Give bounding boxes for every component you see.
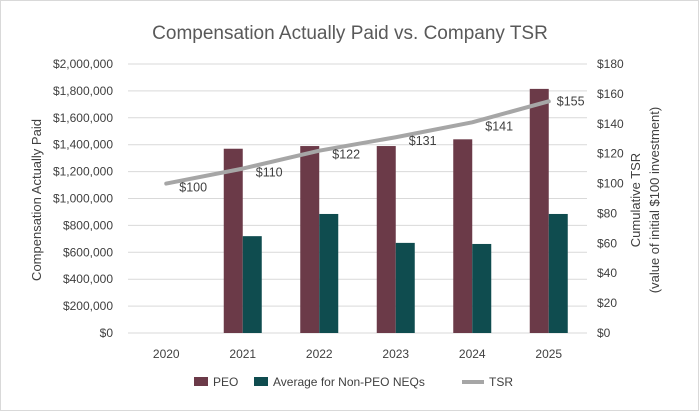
x-tick-label: 2021 (229, 347, 256, 361)
y-tick-label: $1,800,000 (53, 84, 113, 98)
legend-swatch (254, 377, 268, 386)
tsr-data-label: $141 (485, 119, 513, 133)
y2-tick-label: $80 (597, 206, 617, 220)
y-tick-label: $800,000 (63, 218, 113, 232)
tsr-data-label: $131 (409, 134, 437, 148)
y2-axis-title-line2: (value of initial $100 investment) (647, 107, 662, 293)
legend-label: PEO (213, 375, 238, 389)
y-tick-label: $2,000,000 (53, 57, 113, 71)
bar-non-peo-2021 (242, 236, 262, 333)
tsr-data-label: $155 (557, 94, 585, 108)
x-tick-label: 2022 (306, 347, 333, 361)
y-tick-label: $0 (100, 326, 114, 340)
gridlines (128, 63, 587, 334)
x-axis-ticks: 2020 2021 2022 2023 2024 2025 (153, 347, 563, 361)
y-tick-label: $1,400,000 (53, 138, 113, 152)
tsr-line (164, 99, 551, 186)
bar-peo-2024 (453, 139, 473, 333)
bars (223, 88, 568, 333)
y-axis-ticks: $0 $200,000 $400,000 $600,000 $800,000 $1,000… (53, 57, 113, 340)
bar-non-peo-2025 (548, 213, 568, 333)
y-tick-label: $600,000 (63, 245, 113, 259)
bar-peo-2022 (300, 146, 320, 333)
x-tick-label: 2025 (535, 347, 562, 361)
legend: PEO Average for Non-PEO NEQs TSR (194, 375, 513, 389)
y-tick-label: $1,000,000 (53, 192, 113, 206)
tsr-data-label: $110 (256, 166, 283, 180)
y-axis-title: Compensation Actually Paid (29, 119, 44, 281)
bar-peo-2021 (223, 148, 243, 333)
x-tick-label: 2023 (382, 347, 409, 361)
legend-label: Average for Non-PEO NEQs (273, 375, 425, 389)
bar-non-peo-2024 (472, 243, 492, 333)
legend-label: TSR (489, 375, 513, 389)
bar-non-peo-2023 (395, 242, 415, 333)
y2-tick-label: $40 (597, 266, 617, 280)
tsr-data-label: $122 (332, 148, 360, 162)
y2-tick-label: $120 (597, 147, 624, 161)
x-tick-label: 2020 (153, 347, 180, 361)
y-tick-label: $200,000 (63, 299, 113, 313)
y2-axis-ticks: $0 $20 $40 $60 $80 $100 $120 $140 $160 $180 (597, 57, 624, 340)
y2-tick-label: $0 (597, 326, 611, 340)
chart-title: Compensation Actually Paid vs. Company T… (152, 23, 548, 44)
y2-tick-label: $100 (597, 177, 624, 191)
bar-non-peo-2022 (319, 213, 339, 333)
y2-tick-label: $60 (597, 236, 617, 250)
y-tick-label: $1,600,000 (53, 111, 113, 125)
y-tick-label: $1,200,000 (53, 165, 113, 179)
bar-peo-2025 (529, 88, 549, 333)
bar-peo-2023 (376, 146, 396, 333)
y-tick-label: $400,000 (63, 272, 113, 286)
legend-swatch (194, 377, 208, 386)
y2-axis-title-line1: Cumulative TSR (628, 153, 643, 247)
tsr-data-labels: $100 $110 $122 $131 $141 $155 (179, 94, 584, 194)
tsr-line-group (164, 99, 551, 186)
y2-tick-label: $140 (597, 117, 624, 131)
y2-tick-label: $180 (597, 57, 624, 71)
y2-tick-label: $20 (597, 296, 617, 310)
x-tick-label: 2024 (459, 347, 486, 361)
tsr-data-label: $100 (179, 181, 207, 195)
y2-tick-label: $160 (597, 87, 624, 101)
